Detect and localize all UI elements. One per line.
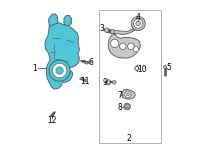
Circle shape — [49, 60, 70, 81]
Circle shape — [136, 21, 141, 26]
Circle shape — [133, 47, 139, 52]
Polygon shape — [122, 89, 135, 99]
Circle shape — [84, 79, 86, 81]
Polygon shape — [107, 27, 140, 58]
Circle shape — [82, 60, 84, 63]
Circle shape — [52, 63, 67, 78]
Circle shape — [86, 62, 88, 64]
Text: 7: 7 — [118, 91, 122, 100]
Circle shape — [112, 81, 116, 84]
Circle shape — [134, 19, 143, 28]
Circle shape — [128, 43, 134, 50]
Circle shape — [126, 93, 129, 96]
Text: 9: 9 — [102, 78, 107, 87]
Circle shape — [125, 105, 129, 108]
Circle shape — [124, 103, 130, 110]
Text: 5: 5 — [166, 63, 171, 72]
Text: 10: 10 — [137, 65, 147, 74]
Text: 4: 4 — [135, 13, 140, 22]
Text: 6: 6 — [88, 57, 93, 67]
Polygon shape — [45, 23, 79, 89]
Circle shape — [111, 30, 114, 34]
Text: 2: 2 — [126, 134, 131, 143]
Polygon shape — [49, 14, 58, 26]
Bar — [99, 10, 161, 143]
Polygon shape — [64, 15, 71, 26]
Circle shape — [120, 43, 126, 50]
Circle shape — [104, 28, 109, 32]
Text: 11: 11 — [80, 77, 89, 86]
Text: 3: 3 — [99, 24, 104, 34]
Circle shape — [131, 16, 145, 31]
Circle shape — [164, 65, 166, 68]
Text: 12: 12 — [47, 116, 57, 125]
Circle shape — [81, 78, 83, 80]
Text: 1: 1 — [32, 64, 37, 73]
Text: 8: 8 — [118, 103, 122, 112]
Circle shape — [111, 39, 119, 47]
Circle shape — [135, 66, 139, 70]
Circle shape — [105, 80, 111, 85]
Circle shape — [107, 81, 109, 84]
Circle shape — [56, 67, 63, 74]
Circle shape — [125, 91, 131, 98]
